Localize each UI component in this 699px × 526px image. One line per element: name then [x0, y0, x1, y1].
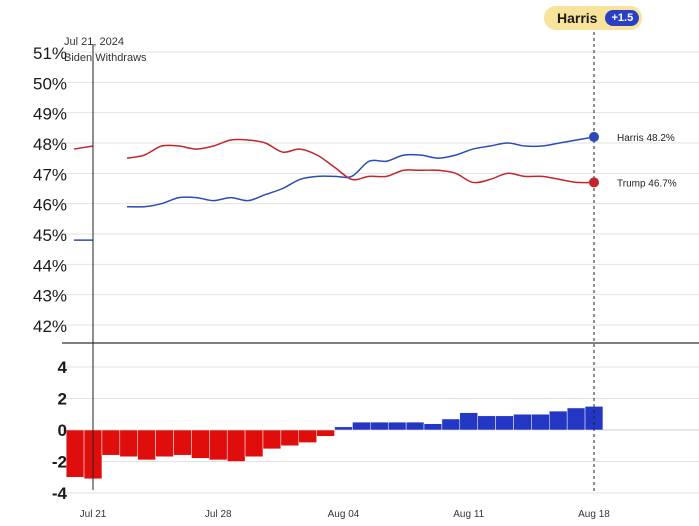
endpoint-dot-harris — [589, 131, 599, 142]
margin-bar — [155, 429, 174, 458]
bar-y-axis: -4 -2 0 2 4 — [52, 358, 68, 503]
y-tick-label: 43% — [33, 287, 67, 306]
series-line-trump — [126, 138, 595, 184]
margin-bar — [209, 429, 228, 461]
margin-bar — [280, 429, 300, 446]
margin-bar — [549, 410, 568, 431]
leader-badge[interactable]: Harris +1.5 — [544, 6, 642, 30]
endpoint-dot-trump — [589, 177, 599, 188]
series-line-harris — [126, 136, 595, 208]
y-tick-label: 49% — [33, 105, 67, 124]
y-tick-label: 2 — [58, 390, 67, 409]
y-tick-label: 42% — [33, 317, 67, 336]
y-tick-label: -4 — [52, 484, 68, 503]
x-tick-label: Jul 28 — [205, 509, 232, 520]
trump-pre-withdrawal-segment — [73, 145, 94, 150]
margin-bar — [441, 418, 461, 431]
margin-bar — [495, 415, 514, 431]
margin-bar — [137, 429, 156, 461]
x-tick-label: Aug 11 — [453, 509, 484, 520]
margin-bar — [531, 414, 550, 431]
margin-bar — [101, 429, 121, 456]
margin-bar — [262, 429, 282, 450]
endpoint-label-trump: Trump 46.7% — [617, 178, 677, 189]
x-axis: Jul 21 Jul 28 Aug 04 Aug 11 Aug 18 — [80, 509, 611, 520]
y-tick-label: 0 — [58, 421, 67, 440]
margin-bar — [173, 429, 192, 456]
x-tick-label: Jul 21 — [80, 509, 107, 520]
margin-bar — [513, 414, 532, 431]
x-tick-label: Aug 18 — [578, 509, 610, 520]
margin-bar — [119, 429, 138, 458]
badge-margin: +1.5 — [605, 10, 640, 26]
margin-bar — [459, 412, 478, 431]
line-y-axis: 42% 43% 44% 45% 46% 47% 48% 49% 50% 51% — [33, 44, 67, 336]
line-endpoints: Harris 48.2% Trump 46.7% — [589, 131, 677, 189]
margin-bar — [352, 421, 371, 431]
y-tick-label: -2 — [52, 453, 67, 472]
y-tick-label: 48% — [33, 135, 67, 154]
margin-bar — [387, 421, 407, 431]
y-tick-label: 46% — [33, 196, 67, 215]
badge-leader-name: Harris — [557, 10, 598, 26]
endpoint-label-harris: Harris 48.2% — [617, 133, 675, 144]
y-tick-label: 50% — [33, 74, 67, 93]
annotation-date: Jul 21, 2024 — [64, 36, 124, 48]
margin-bar — [477, 415, 496, 431]
y-tick-label: 47% — [33, 165, 67, 184]
margin-bar — [370, 421, 389, 431]
margin-bar — [244, 429, 264, 458]
margin-bar — [405, 421, 425, 431]
y-tick-label: 51% — [33, 44, 67, 63]
margin-bar — [334, 426, 353, 431]
margin-bar — [191, 429, 210, 459]
margin-bars — [65, 406, 604, 480]
poll-lines — [73, 136, 595, 241]
y-tick-label: 45% — [33, 226, 67, 245]
margin-bar — [316, 429, 335, 437]
y-tick-label: 4 — [58, 358, 68, 377]
margin-bar — [298, 429, 317, 443]
y-tick-label: 44% — [33, 256, 67, 275]
x-tick-label: Aug 04 — [328, 509, 360, 520]
margin-bar — [423, 423, 443, 431]
line-gridlines — [62, 51, 699, 326]
margin-bar — [226, 429, 246, 462]
margin-bar — [65, 429, 85, 478]
annotation-event: Biden Withdraws — [64, 52, 147, 64]
margin-bar — [566, 407, 586, 431]
